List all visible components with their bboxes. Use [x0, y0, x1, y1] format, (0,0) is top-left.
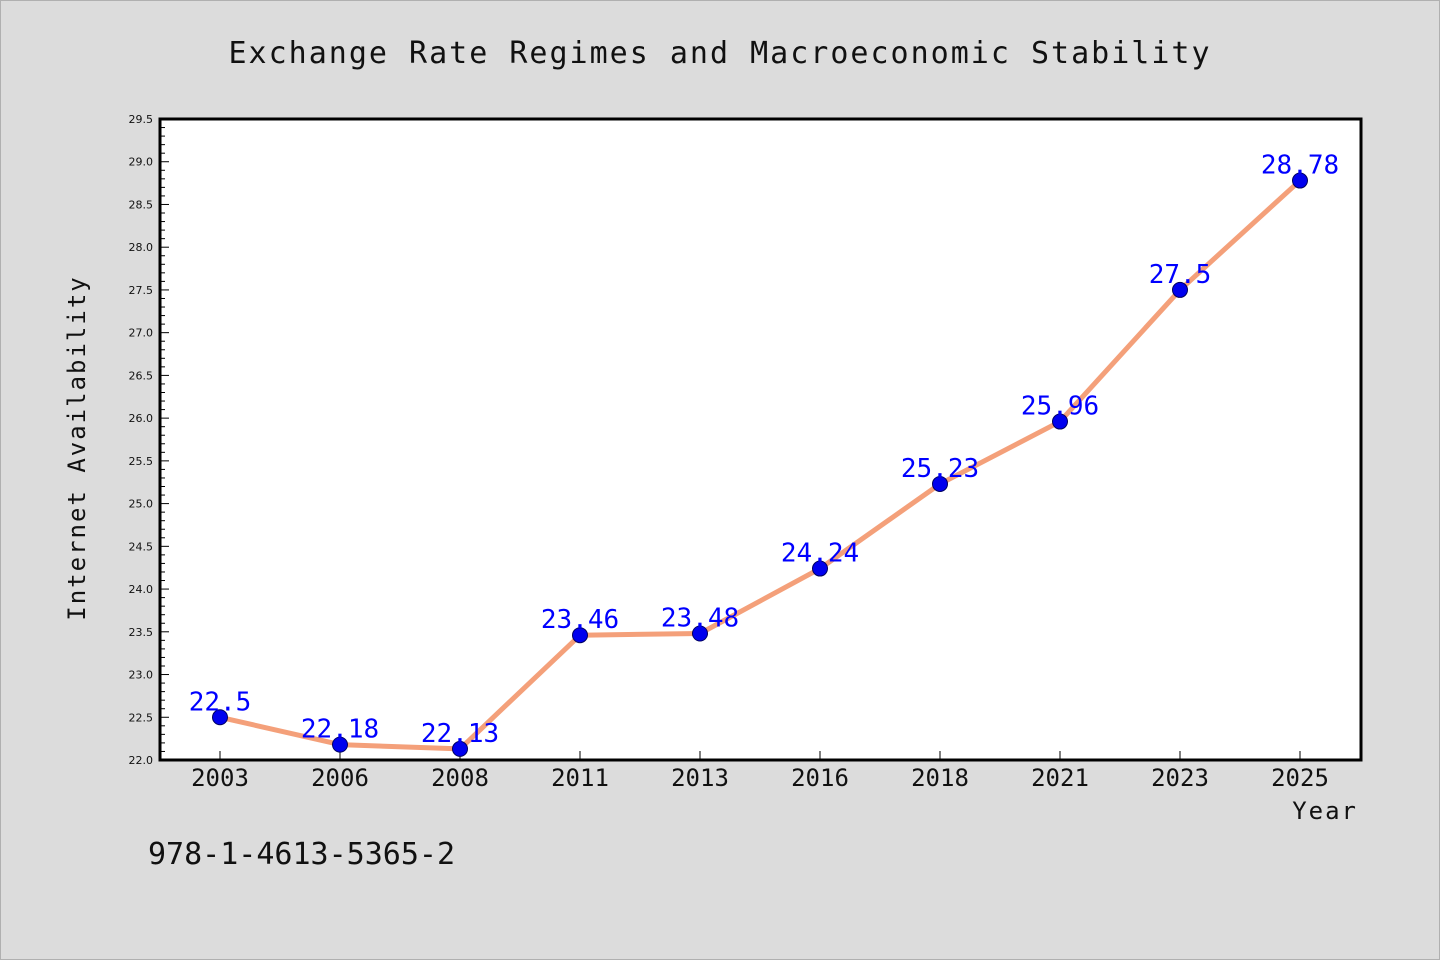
x-tick-label: 2008 [431, 764, 489, 792]
x-tick-label: 2016 [791, 764, 849, 792]
data-point [1052, 413, 1068, 430]
y-tick-label: 29.0 [129, 156, 154, 169]
x-tick-label: 2003 [191, 764, 249, 792]
y-axis: 22.0 22.5 23.0 23.5 24.0 24.5 25.0 25.5 26.0 26.5… [129, 113, 169, 767]
y-tick-label: 24.0 [129, 583, 154, 596]
data-label: 23.46 [541, 605, 619, 635]
y-tick-label: 23.5 [129, 626, 154, 639]
y-axis-label: Internet Availability [63, 275, 91, 620]
x-tick-label: 2006 [311, 764, 369, 792]
data-labels: 22.5 22.18 22.13 23.46 23.48 24.24 25.23 25.96 2… [189, 151, 1339, 749]
x-axis-label: Year [1292, 797, 1358, 825]
x-tick-label: 2021 [1031, 764, 1089, 792]
data-label: 25.23 [901, 454, 979, 484]
y-tick-label: 27.0 [129, 327, 154, 340]
chart-title: Exchange Rate Regimes and Macroeconomic … [228, 36, 1211, 71]
data-point [812, 560, 828, 577]
data-point [452, 740, 468, 757]
x-tick-label: 2025 [1271, 764, 1329, 792]
y-tick-label: 22.5 [129, 711, 154, 724]
data-point [572, 627, 588, 644]
plot-area [158, 117, 1363, 762]
data-point [1172, 281, 1188, 298]
data-label: 23.48 [661, 604, 739, 634]
data-label: 24.24 [781, 539, 859, 569]
data-label: 25.96 [1021, 392, 1099, 422]
y-tick-label: 27.5 [129, 284, 154, 297]
data-point [692, 625, 708, 642]
data-label: 22.5 [189, 687, 252, 717]
data-label: 28.78 [1261, 151, 1339, 181]
y-tick-label: 25.0 [129, 498, 154, 511]
data-label: 27.5 [1149, 260, 1212, 290]
x-axis: 2003 2006 2008 2011 2013 2016 2018 2021 2023 2025 [191, 751, 1329, 792]
series-line [217, 178, 1303, 752]
data-label: 22.13 [421, 719, 499, 749]
y-tick-label: 28.0 [129, 241, 154, 254]
y-tick-label: 28.5 [129, 198, 154, 211]
y-tick-label: 24.5 [129, 540, 154, 553]
data-label: 22.18 [301, 715, 379, 745]
y-tick-label: 29.5 [129, 113, 154, 126]
x-tick-label: 2018 [911, 764, 969, 792]
data-point [1292, 172, 1308, 189]
x-tick-label: 2011 [551, 764, 609, 792]
data-point [212, 709, 228, 726]
data-point [932, 475, 948, 492]
y-tick-label: 26.5 [129, 369, 154, 382]
x-tick-label: 2023 [1151, 764, 1209, 792]
y-tick-label: 26.0 [129, 412, 154, 425]
isbn-footnote: 978-1-4613-5365-2 [148, 837, 455, 872]
data-point [332, 736, 348, 753]
y-tick-label: 23.0 [129, 669, 154, 682]
y-tick-label: 25.5 [129, 455, 154, 468]
x-tick-label: 2013 [671, 764, 729, 792]
y-tick-label: 22.0 [129, 754, 154, 767]
series-markers [212, 172, 1308, 757]
